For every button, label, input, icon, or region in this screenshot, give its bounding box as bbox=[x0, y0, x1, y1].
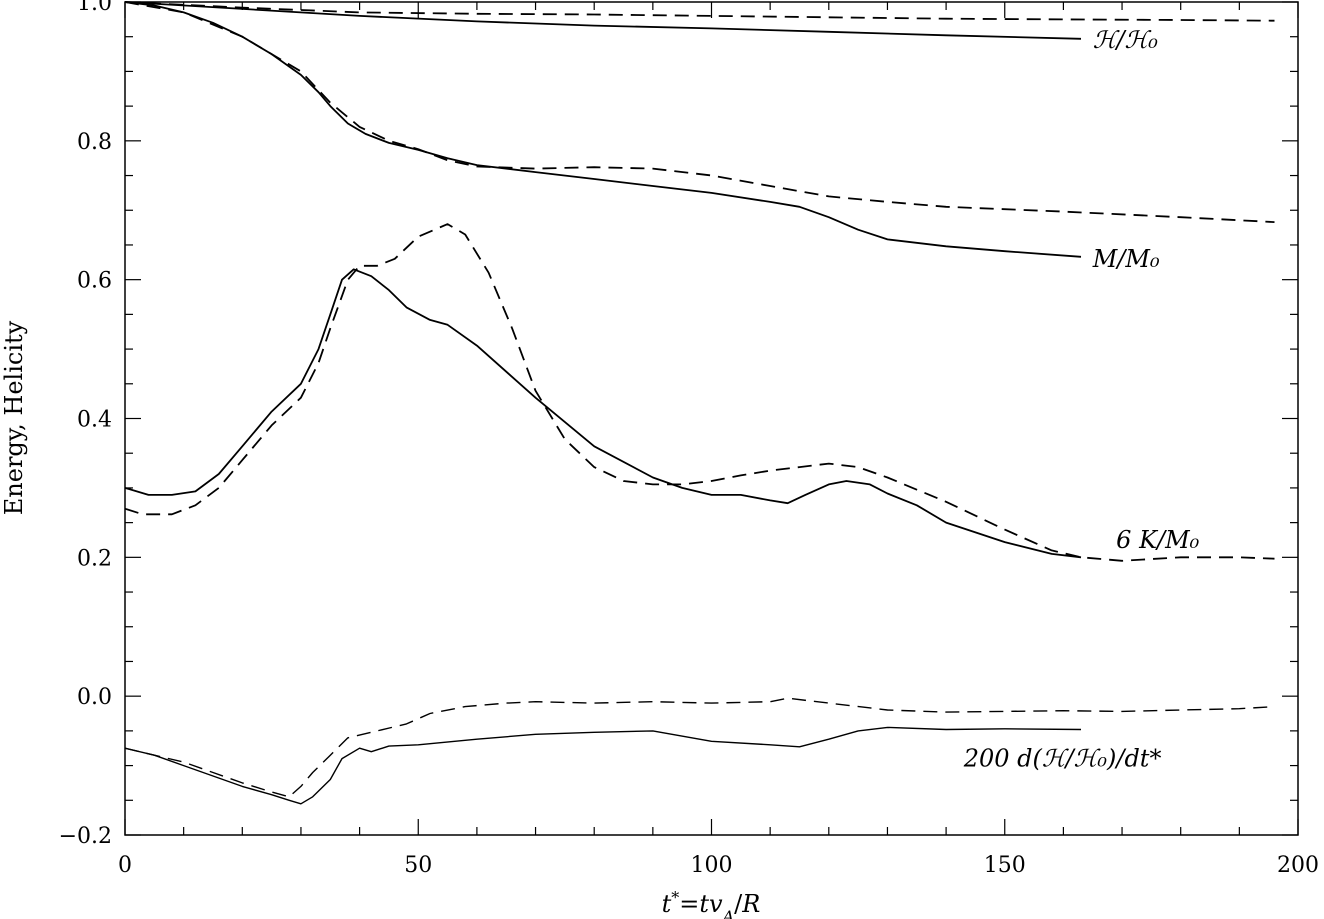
x-tick-label: 50 bbox=[404, 853, 432, 878]
series-magnetic-dashed bbox=[124, 1, 1275, 223]
series-kinetic-dashed bbox=[124, 223, 1275, 562]
axis-ticks bbox=[124, 1, 1299, 836]
y-tick-label: 0.8 bbox=[77, 130, 112, 155]
y-tick-label: 0.0 bbox=[77, 685, 112, 710]
y-tick-label: −0.2 bbox=[59, 824, 112, 849]
annotation-label: 6 K/M₀ bbox=[1116, 526, 1199, 554]
axis-tick-labels: 0 50 100 150 200 −0.2 0.0 0.2 0.4 0.6 0.8 1.0 bbox=[59, 0, 1319, 878]
plot-frame bbox=[124, 1, 1299, 836]
y-tick-label: 0.6 bbox=[77, 269, 112, 294]
series-magnetic-solid bbox=[124, 1, 1082, 258]
annotation-label: 200 d(ℋ/ℋ₀)/dt* bbox=[963, 745, 1162, 773]
x-tick-label: 0 bbox=[118, 853, 132, 878]
series-dhdt-solid bbox=[124, 726, 1082, 805]
x-tick-label: 150 bbox=[984, 853, 1026, 878]
x-tick-label: 200 bbox=[1277, 853, 1319, 878]
annotation-label: M/M₀ bbox=[1092, 245, 1160, 273]
series-kinetic-solid bbox=[124, 268, 1082, 559]
series-helicity-dashed bbox=[124, 1, 1275, 22]
annotation-label: ℋ/ℋ₀ bbox=[1093, 26, 1159, 54]
x-tick-label: 100 bbox=[691, 853, 733, 878]
y-axis-title: Energy, Helicity bbox=[0, 320, 28, 515]
y-tick-label: 1.0 bbox=[77, 0, 112, 16]
annotations: ℋ/ℋ₀ M/M₀ 6 K/M₀ 200 d(ℋ/ℋ₀)/dt* bbox=[963, 26, 1200, 772]
x-axis-title: t*=tvA/R bbox=[662, 888, 761, 919]
series-helicity-solid bbox=[124, 1, 1082, 40]
y-tick-label: 0.4 bbox=[77, 408, 112, 433]
series-lines bbox=[124, 1, 1275, 805]
y-tick-label: 0.2 bbox=[77, 546, 112, 571]
